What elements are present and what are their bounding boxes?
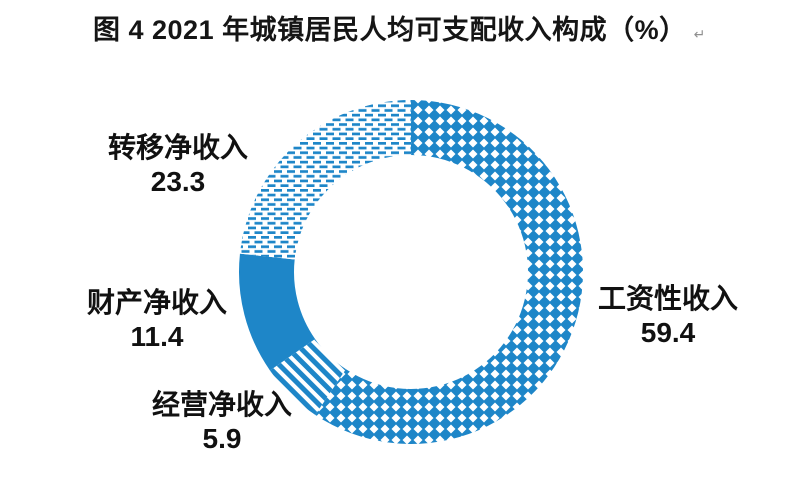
donut-segment-business: [269, 338, 346, 415]
chart-title: 图 4 2021 年城镇居民人均可支配收入构成（%） ↵: [93, 12, 706, 52]
segment-label-wage-income: 工资性收入 59.4: [598, 282, 738, 350]
segment-value: 23.3: [150, 166, 206, 197]
segment-name: 转移净收入: [107, 132, 249, 163]
paragraph-mark-icon: ↵: [693, 26, 706, 42]
donut-segment-transfer: [239, 100, 411, 260]
segment-value: 59.4: [640, 317, 696, 348]
segment-value: 5.9: [202, 423, 242, 454]
segment-name: 财产净收入: [86, 287, 228, 318]
segment-value: 11.4: [130, 321, 184, 352]
donut-segment-wage: [315, 100, 584, 445]
segment-name: 经营净收入: [151, 389, 293, 420]
segment-label-business-income: 经营净收入 5.9: [152, 388, 292, 456]
segment-name: 工资性收入: [597, 283, 739, 314]
segment-label-transfer-income: 转移净收入 23.3: [108, 131, 248, 199]
segment-label-property-income: 财产净收入 11.4: [87, 286, 227, 354]
chart-title-text: 图 4 2021 年城镇居民人均可支配收入构成（%）: [93, 15, 687, 45]
donut-segment-property: [238, 253, 316, 371]
